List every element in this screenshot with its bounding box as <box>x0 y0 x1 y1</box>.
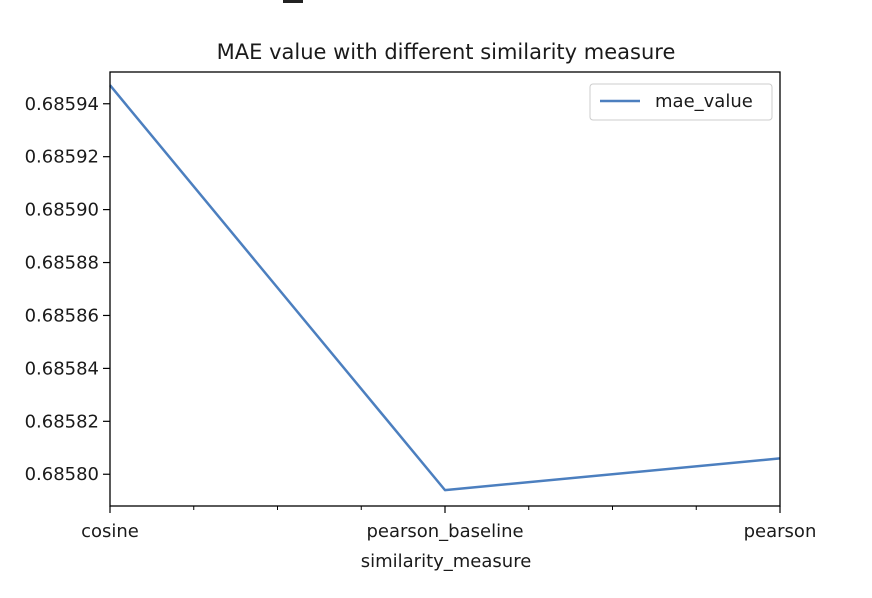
y-tick-label: 0.68580 <box>25 464 99 485</box>
series-line-mae_value <box>109 84 781 492</box>
y-tick-label: 0.68594 <box>25 94 99 115</box>
plot-area: 0.68580 0.68582 0.68584 0.68586 0.68588 0.685… <box>25 84 817 542</box>
legend: mae_value <box>589 83 773 121</box>
y-tick-label: 0.68586 <box>25 305 99 326</box>
y-tick-label: 0.68590 <box>25 200 99 221</box>
legend-label: mae_value <box>655 91 753 112</box>
plot-frame <box>109 71 781 507</box>
x-tick-label: cosine <box>81 521 139 542</box>
legend-box <box>589 83 773 121</box>
cropped-top-fragment <box>283 0 303 3</box>
y-tick-label: 0.68582 <box>25 411 99 432</box>
y-tick-label: 0.68588 <box>25 253 99 274</box>
x-tick-label: pearson <box>744 521 817 542</box>
y-tick-label: 0.68592 <box>25 147 99 168</box>
x-tick-label: pearson_baseline <box>366 521 523 542</box>
y-tick-label: 0.68584 <box>25 358 99 379</box>
x-axis-label: similarity_measure <box>361 551 532 572</box>
chart-title: MAE value with different similarity meas… <box>217 40 676 64</box>
